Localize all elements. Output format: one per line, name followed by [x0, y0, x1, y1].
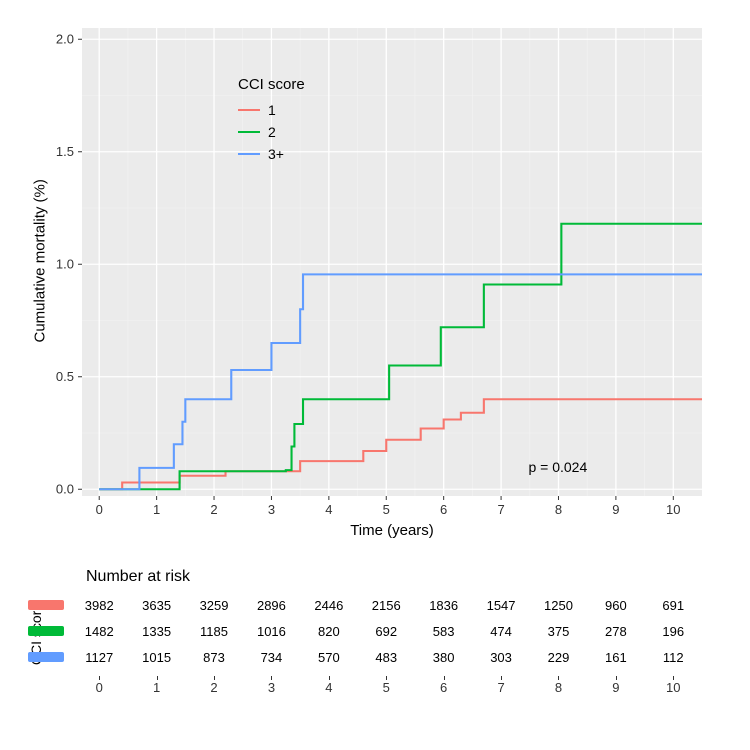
svg-text:10: 10	[666, 502, 680, 517]
svg-text:7: 7	[497, 502, 504, 517]
risk-cell: 483	[358, 650, 414, 665]
legend-swatch	[238, 153, 260, 155]
risk-cell: 278	[588, 624, 644, 639]
legend-label: 2	[268, 124, 276, 140]
svg-text:1.0: 1.0	[56, 256, 74, 271]
risk-cell: 1836	[416, 598, 472, 613]
svg-text:5: 5	[383, 502, 390, 517]
risk-x-tick: 2	[204, 680, 224, 695]
risk-cell: 229	[530, 650, 586, 665]
risk-x-tick: 0	[89, 680, 109, 695]
risk-x-tick: 1	[147, 680, 167, 695]
risk-tick-mark	[214, 676, 215, 680]
risk-x-tick: 9	[606, 680, 626, 695]
risk-cell: 1335	[129, 624, 185, 639]
risk-x-tick: 8	[548, 680, 568, 695]
risk-cell: 570	[301, 650, 357, 665]
legend-label: 3+	[268, 146, 284, 162]
risk-cell: 380	[416, 650, 472, 665]
svg-text:1.5: 1.5	[56, 144, 74, 159]
chart-svg: 0 1 2 3 4 5 6 7 8 9 10 0.0 0.5 1.0 1.5 2.0	[0, 0, 750, 560]
risk-swatch	[28, 652, 64, 662]
risk-cell: 1015	[129, 650, 185, 665]
risk-cell: 1185	[186, 624, 242, 639]
svg-text:3: 3	[268, 502, 275, 517]
svg-text:8: 8	[555, 502, 562, 517]
legend: CCI score 1 2 3+	[238, 76, 305, 165]
risk-cell: 161	[588, 650, 644, 665]
svg-text:6: 6	[440, 502, 447, 517]
risk-cell: 1127	[71, 650, 127, 665]
risk-cell: 960	[588, 598, 644, 613]
risk-cell: 820	[301, 624, 357, 639]
legend-item: 3+	[238, 143, 305, 165]
risk-cell: 303	[473, 650, 529, 665]
risk-tick-mark	[616, 676, 617, 680]
risk-swatch	[28, 600, 64, 610]
risk-x-tick: 6	[434, 680, 454, 695]
svg-text:0.5: 0.5	[56, 369, 74, 384]
x-axis-title: Time (years)	[82, 522, 702, 539]
legend-item: 2	[238, 121, 305, 143]
risk-cell: 2446	[301, 598, 357, 613]
svg-text:9: 9	[612, 502, 619, 517]
risk-cell: 112	[645, 650, 701, 665]
legend-item: 1	[238, 99, 305, 121]
risk-table-title: Number at risk	[86, 568, 190, 586]
risk-cell: 1482	[71, 624, 127, 639]
risk-x-tick: 7	[491, 680, 511, 695]
p-value-annotation: p = 0.024	[528, 459, 587, 475]
risk-tick-mark	[501, 676, 502, 680]
risk-tick-mark	[386, 676, 387, 680]
risk-cell: 1547	[473, 598, 529, 613]
risk-x-tick: 3	[261, 680, 281, 695]
risk-tick-mark	[558, 676, 559, 680]
risk-cell: 691	[645, 598, 701, 613]
risk-cell: 3635	[129, 598, 185, 613]
risk-cell: 2896	[243, 598, 299, 613]
risk-cell: 3982	[71, 598, 127, 613]
svg-text:4: 4	[325, 502, 332, 517]
risk-cell: 734	[243, 650, 299, 665]
legend-swatch	[238, 109, 260, 111]
legend-swatch	[238, 131, 260, 133]
risk-cell: 583	[416, 624, 472, 639]
legend-label: 1	[268, 102, 276, 118]
risk-x-tick: 5	[376, 680, 396, 695]
svg-text:2.0: 2.0	[56, 31, 74, 46]
risk-x-tick: 10	[663, 680, 683, 695]
risk-cell: 474	[473, 624, 529, 639]
risk-cell: 2156	[358, 598, 414, 613]
risk-cell: 1250	[530, 598, 586, 613]
y-axis-title: Cumulative mortality (%)	[32, 183, 49, 343]
risk-tick-mark	[99, 676, 100, 680]
svg-text:1: 1	[153, 502, 160, 517]
figure-container: 0123456789100.00.51.01.52.0 Cumulative m…	[0, 0, 750, 750]
risk-tick-mark	[444, 676, 445, 680]
risk-tick-mark	[673, 676, 674, 680]
risk-cell: 692	[358, 624, 414, 639]
risk-tick-mark	[329, 676, 330, 680]
risk-cell: 3259	[186, 598, 242, 613]
risk-tick-mark	[157, 676, 158, 680]
risk-cell: 1016	[243, 624, 299, 639]
risk-cell: 196	[645, 624, 701, 639]
svg-text:0: 0	[96, 502, 103, 517]
svg-text:0.0: 0.0	[56, 481, 74, 496]
svg-text:2: 2	[210, 502, 217, 517]
risk-tick-mark	[271, 676, 272, 680]
risk-cell: 375	[530, 624, 586, 639]
legend-title: CCI score	[238, 76, 305, 93]
risk-x-tick: 4	[319, 680, 339, 695]
risk-cell: 873	[186, 650, 242, 665]
risk-swatch	[28, 626, 64, 636]
